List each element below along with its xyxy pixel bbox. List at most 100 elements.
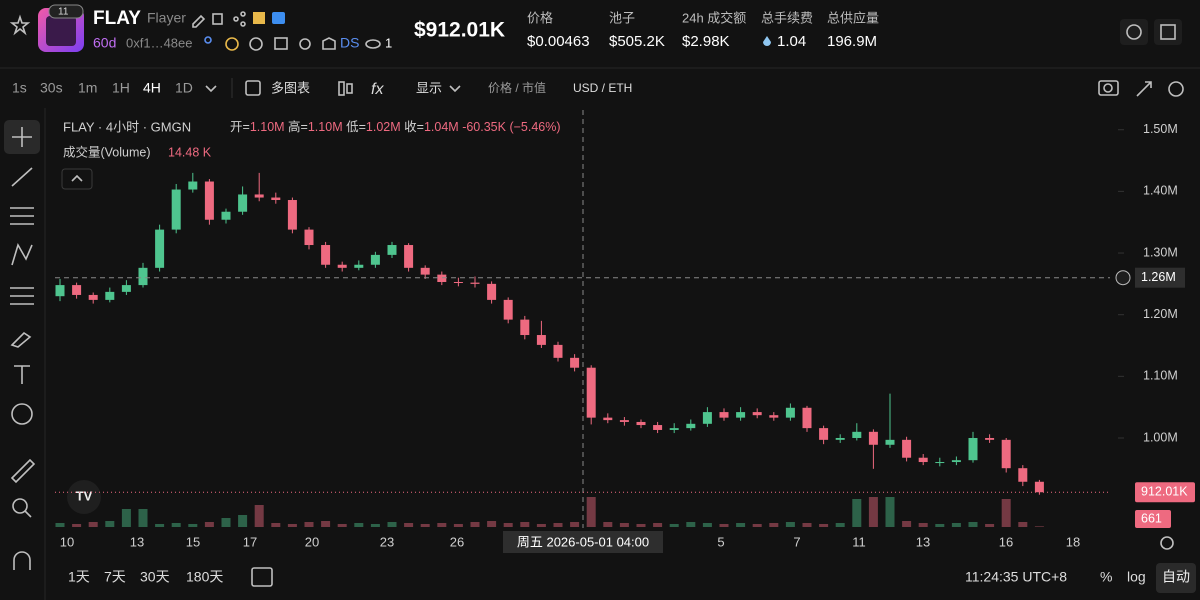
checkbox[interactable] [245, 80, 261, 96]
volume-bar [902, 521, 912, 527]
volume-bar [570, 522, 580, 527]
candle-body [802, 407, 812, 429]
x-tick-label: 26 [450, 534, 464, 549]
range-button[interactable]: 180天 [186, 569, 223, 585]
candle-body [221, 211, 231, 220]
percent-toggle[interactable]: % [1100, 569, 1112, 585]
volume-bar [254, 505, 264, 527]
interval[interactable]: 4H [143, 80, 161, 96]
candle-body [321, 245, 331, 265]
volume-bar [1034, 526, 1044, 527]
log-toggle[interactable]: log [1127, 569, 1146, 585]
candle-body [188, 181, 198, 190]
ohlc-legend: 开=1.10M 高=1.10M 低=1.02M 收=1.04M -60.35K … [230, 119, 561, 134]
candle-body [603, 417, 613, 421]
y-tick-label: 1.00M [1143, 430, 1178, 444]
auto-toggle[interactable]: 自动 [1162, 569, 1190, 585]
chart-type-icons[interactable] [338, 81, 353, 96]
candle-body [686, 423, 696, 429]
candle-body [453, 282, 463, 284]
crosshair-time: 周五 2026-05-01 04:00 [517, 534, 649, 549]
candle-body [55, 285, 65, 297]
symbol: FLAY [93, 8, 141, 29]
y-tick-label: 1.30M [1143, 245, 1178, 259]
volume-bar [238, 515, 248, 527]
volume-bar [72, 524, 82, 527]
multi-chart[interactable]: 多图表 [271, 80, 310, 95]
volume-bar [1018, 522, 1028, 527]
footer: 1天 7天 30天 180天 [68, 569, 223, 585]
star-icon[interactable] [9, 14, 31, 36]
settings-icon[interactable] [1160, 536, 1174, 550]
range-button[interactable]: 30天 [140, 569, 170, 585]
volume-bar [271, 523, 281, 527]
fee-icon [763, 36, 771, 46]
chevron[interactable] [205, 85, 217, 93]
stat-value: $2.98K [682, 33, 730, 50]
auto-button[interactable] [1156, 563, 1196, 593]
volume-bar [935, 524, 945, 527]
interval[interactable]: 1H [112, 80, 130, 96]
ohlc-value: 1.04M [424, 120, 459, 134]
candle-body [354, 264, 364, 268]
volume-bar [370, 524, 380, 527]
chevron[interactable] [449, 85, 461, 93]
candle-body [420, 267, 430, 275]
volume-bar [1001, 499, 1011, 527]
volume-bar [852, 499, 862, 527]
tag-icon [272, 12, 285, 24]
candle-body [437, 274, 447, 283]
range-button[interactable]: 1天 [68, 569, 90, 585]
crosshair-add[interactable] [1115, 270, 1131, 286]
tag-icon [253, 12, 265, 24]
volume-bar [138, 509, 148, 527]
candle-body [785, 407, 795, 418]
range-button[interactable]: 7天 [104, 569, 126, 585]
clock: 11:24:35 UTC+8 [965, 569, 1067, 585]
currency-toggle[interactable]: USD / ETH [573, 81, 632, 95]
x-tick-label: 17 [243, 534, 257, 549]
last-price-bg [1135, 482, 1195, 503]
y-tick-label: 1.40M [1143, 184, 1178, 198]
volume-bar [387, 522, 397, 527]
date-range-icon[interactable] [251, 567, 273, 587]
candle-body [752, 412, 762, 416]
candle-body [852, 431, 862, 438]
last-price: 912.01K [1141, 485, 1188, 499]
collapse-button[interactable] [61, 168, 93, 190]
price-mcap-toggle[interactable]: 价格 / 市值 [488, 80, 546, 95]
candle-body [88, 294, 98, 300]
ohlc-value: 1.02M [366, 120, 401, 134]
candle-body [271, 197, 281, 201]
interval[interactable]: 30s [40, 80, 63, 96]
display-menu[interactable]: 显示 [416, 80, 442, 95]
volume-bar [321, 521, 331, 527]
layout-button[interactable] [1154, 19, 1182, 45]
candle-body [1034, 481, 1044, 493]
volume-bar [520, 522, 530, 527]
candle-body [536, 335, 546, 345]
candle-body [951, 460, 961, 463]
candle-body [370, 254, 380, 265]
eye-icon [365, 39, 381, 49]
interval[interactable]: 1m [78, 80, 97, 96]
ds-link[interactable]: DS [340, 35, 359, 51]
volume-bar [121, 509, 131, 527]
candle-body [935, 462, 945, 464]
toolbar-right-icons[interactable] [1098, 80, 1184, 97]
indicator-icon[interactable]: fx [371, 81, 384, 98]
interval[interactable]: 1D [175, 80, 193, 96]
alarm-button[interactable] [1120, 19, 1148, 45]
volume-bar [221, 518, 231, 527]
candle-body [287, 200, 297, 230]
header-icons[interactable] [192, 11, 246, 28]
stat-value: 1.04 [777, 33, 806, 50]
ohlc-change: -60.35K (−5.46%) [462, 120, 560, 134]
address[interactable]: 0xf1…48ee [126, 35, 193, 50]
drawing-tools[interactable] [10, 127, 36, 570]
x-tick-label: 13 [916, 534, 930, 549]
social-icons[interactable] [204, 36, 336, 51]
volume-bar [736, 523, 746, 527]
interval[interactable]: 1s [12, 80, 27, 96]
alarm-icon [1126, 24, 1142, 40]
